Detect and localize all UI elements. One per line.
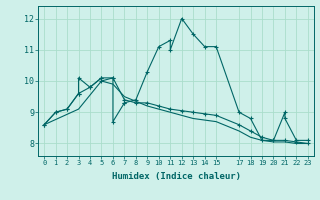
X-axis label: Humidex (Indice chaleur): Humidex (Indice chaleur) [111,172,241,181]
